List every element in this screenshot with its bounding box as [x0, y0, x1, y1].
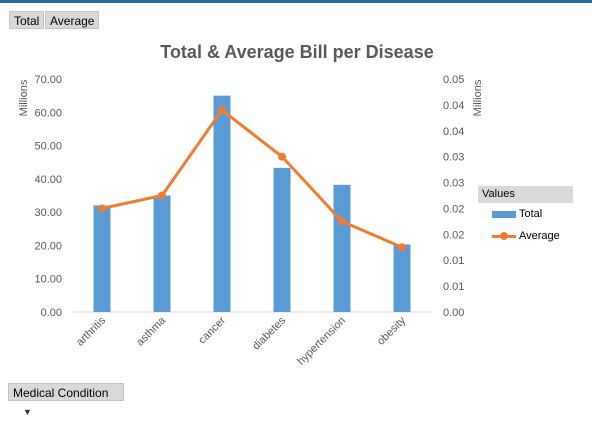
legend-item-total[interactable]: Total: [478, 203, 573, 225]
secondary-y-tick: 0.02: [443, 229, 464, 241]
legend-item-average[interactable]: Average: [478, 225, 573, 247]
axis-field-label: Medical Condition: [13, 386, 109, 400]
bar-swatch-icon: [492, 211, 516, 218]
secondary-y-tick: 0.01: [443, 255, 464, 267]
primary-y-tick: 50.00: [34, 141, 62, 153]
chart-title: Total & Average Bill per Disease: [160, 42, 433, 62]
bar-series-total: [93, 95, 411, 313]
secondary-y-tick: 0.02: [443, 203, 464, 215]
secondary-y-tick: 0.03: [443, 152, 464, 164]
chart: Total & Average Bill per Disease 0.00 10.…: [18, 42, 484, 368]
average-point-arthritis: [98, 204, 106, 213]
category-label-obesity: obesity: [375, 314, 408, 347]
secondary-y-tick: 0.00: [443, 307, 464, 319]
primary-y-tick: 10.00: [34, 274, 62, 286]
primary-y-axis-label: Millions: [18, 79, 30, 116]
window-top-border: [0, 0, 592, 3]
primary-y-tick: 30.00: [34, 207, 62, 219]
bar-total-obesity: [393, 244, 411, 312]
average-point-diabetes: [278, 152, 286, 161]
primary-y-tick: 20.00: [34, 240, 62, 252]
category-label-hypertension: hypertension: [295, 315, 348, 368]
primary-y-axis: 0.00 10.00 20.00 30.00 40.00 50.00 60.00 70.00: [34, 74, 62, 319]
bar-total-diabetes: [273, 167, 291, 312]
legend: Values Total Average: [478, 186, 573, 247]
primary-y-tick: 0.00: [41, 307, 62, 319]
marker-dot-icon: [500, 232, 508, 240]
field-button-total[interactable]: Total: [9, 11, 45, 29]
average-point-obesity: [398, 243, 406, 252]
bar-total-hypertension: [333, 184, 351, 312]
line-series-average: [98, 106, 406, 252]
bar-total-cancer: [213, 95, 231, 313]
category-label-cancer: cancer: [196, 314, 228, 346]
category-label-diabetes: diabetes: [250, 314, 288, 352]
bar-total-arthritis: [93, 205, 111, 312]
dropdown-arrow-icon: ▼: [23, 407, 32, 417]
category-label-arthritis: arthritis: [74, 314, 108, 348]
secondary-y-tick: 0.04: [443, 100, 464, 112]
secondary-y-axis: 0.00 0.01 0.01 0.02 0.02 0.03 0.03 0.04 0.04 0.05: [443, 74, 464, 319]
secondary-y-tick: 0.03: [443, 178, 464, 190]
secondary-y-tick: 0.04: [443, 126, 464, 138]
secondary-y-tick: 0.05: [443, 74, 464, 86]
average-point-hypertension: [338, 217, 346, 226]
legend-label-total: Total: [519, 208, 543, 220]
primary-y-tick: 70.00: [34, 74, 62, 86]
primary-y-tick: 40.00: [34, 174, 62, 186]
category-labels: arthritis asthma cancer diabetes hypertensio…: [74, 314, 408, 368]
bar-total-asthma: [153, 195, 171, 312]
legend-header: Values: [478, 186, 573, 203]
field-button-average[interactable]: Average: [45, 11, 100, 29]
average-point-cancer: [218, 106, 226, 115]
average-line: [101, 108, 403, 249]
axis-field-dropdown[interactable]: Medical Condition ▼: [8, 383, 124, 417]
secondary-y-axis-label: Millions: [472, 79, 484, 116]
secondary-y-tick: 0.01: [443, 281, 464, 293]
category-label-asthma: asthma: [134, 314, 169, 349]
legend-label-average: Average: [519, 230, 560, 242]
primary-y-tick: 60.00: [34, 107, 62, 119]
average-point-asthma: [158, 191, 166, 200]
